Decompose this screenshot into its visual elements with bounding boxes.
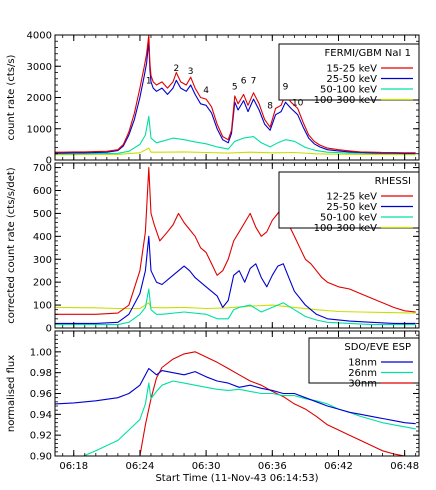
panel-3: 0.90 0.92 0.94 0.96 0.98 1.00 normalised flux S… [6,330,420,484]
panel-1: 0 1000 2000 3000 4000 count rate (cts/s) FERMI… [6,31,420,167]
legend-entry-label: 25-50 keV [326,202,377,213]
x-tick-label: 06:24 [126,461,155,472]
legend-title: FERMI/GBM NaI 1 [325,48,411,59]
y-tick-label: 0.96 [30,389,52,400]
x-tick-label: 06:30 [192,461,221,472]
annotation-label: 1 [146,76,152,86]
x-tick-label: 06:36 [258,461,287,472]
annotation-label: 5 [232,83,238,93]
annotation-label: 10 [292,98,304,108]
y-tick-label: 4000 [27,31,52,42]
legend-entry-label: 100-300 keV [314,95,378,106]
y-axis-label: normalised flux [6,355,17,432]
legend-entry-label: 50-100 keV [320,85,377,96]
legend-box [278,43,420,101]
annotation-label: 7 [251,76,257,86]
y-tick-label: 0.94 [30,410,52,421]
legend-entry-label: 100-300 keV [314,223,378,234]
legend-box [278,171,420,229]
x-axis-label: Start Time (11-Nov-43 06:14:53) [155,473,318,484]
series-line-25-50-kev [55,40,416,154]
y-tick-label: 400 [33,232,52,243]
annotation-label: 4 [203,86,209,96]
series-group [55,351,416,456]
annotation-label: 6 [241,76,247,86]
y-tick-label: 500 [33,209,52,220]
legend-entry-label: 15-25 keV [326,64,377,75]
series-line-50-100-kev [55,115,416,155]
y-tick-label: 0.90 [30,452,52,463]
y-tick-label: 1000 [27,124,52,135]
x-tick-label: 06:42 [324,461,353,472]
legend-entry-label: 26nm [348,368,377,379]
annotation-label: 2 [173,64,179,74]
y-axis-label: count rate (cts/s) [6,54,17,140]
y-tick-label: 200 [33,278,52,289]
y-tick-label: 3000 [27,62,52,73]
y-tick-label: 1.00 [30,347,52,358]
x-tick-label: 06:18 [59,461,88,472]
legend-entry-label: 30nm [348,379,377,390]
y-tick-label: 0.92 [30,431,52,442]
series-line-25-50-kev [55,235,416,324]
legend-box [308,337,420,384]
series-line-50-100-kev [55,288,416,326]
legend-entry-label: 50-100 keV [320,213,377,224]
annotation-label: 3 [188,67,194,77]
y-tick-label: 2000 [27,93,52,104]
legend-entry-label: 25-50 keV [326,74,377,85]
y-tick-label: 300 [33,255,52,266]
series-group [55,167,416,326]
y-axis-label: corrected count rate (cts/s/det) [6,167,17,323]
panel-2: 0 100 200 300 400 500 600 700 corrected count ra… [6,162,420,335]
y-tick-label: 600 [33,186,52,197]
y-tick-label: 0 [46,156,52,167]
series-line-18nm [55,367,416,425]
legend-title: SDO/EVE ESP [344,342,411,353]
legend-entry-label: 12-25 keV [326,192,377,203]
series-line-26nm [82,380,416,456]
series-line-30nm [139,351,408,456]
annotation-label: 9 [283,83,289,93]
series-line-15-25-kev [55,35,416,154]
x-tick-label: 06:48 [390,461,419,472]
y-tick-label: 700 [33,163,52,174]
y-tick-label: 0 [46,324,52,335]
y-tick-label: 100 [33,301,52,312]
annotation-label: 8 [267,101,273,111]
series-line-12-25-kev [55,167,416,315]
y-tick-label: 0.98 [30,368,52,379]
series-line-100-300-kev [55,302,416,314]
legend-title: RHESSI [375,176,411,187]
legend-entry-label: 18nm [348,358,377,369]
